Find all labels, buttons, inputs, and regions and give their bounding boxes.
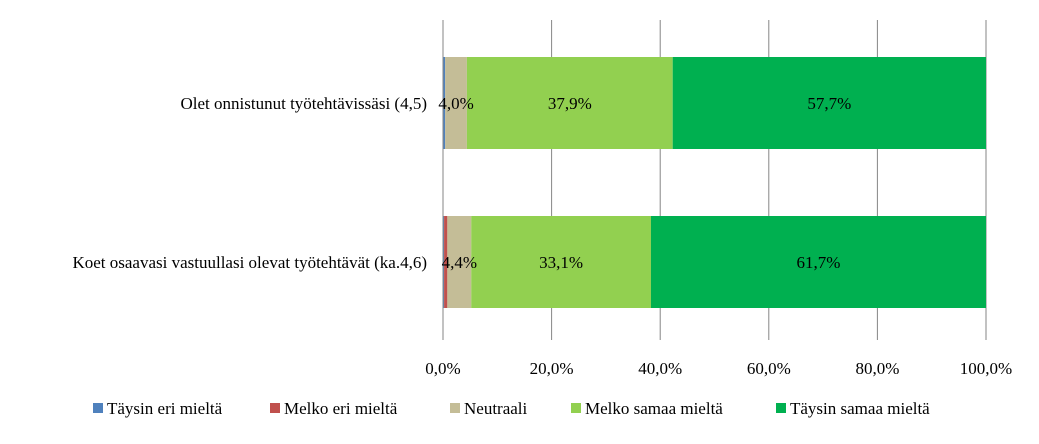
data-labels: 4,0% 37,9% 57,7% 4,4% 33,1% 61,7%	[438, 94, 851, 272]
bars: Olet onnistunut työtehtävissäsi (4,5) Koe…	[72, 57, 986, 308]
bar-segment	[471, 216, 651, 308]
bar-segment	[444, 216, 448, 308]
data-label: 33,1%	[539, 253, 583, 272]
category-label: Koet osaavasi vastuullasi olevat työteht…	[72, 253, 427, 272]
x-axis-ticks: 0,0% 20,0% 40,0% 60,0% 80,0% 100,0%	[425, 359, 1012, 378]
bar-segment	[466, 57, 673, 149]
data-label: 37,9%	[548, 94, 592, 113]
bar-segment	[445, 57, 467, 149]
data-label: 57,7%	[807, 94, 851, 113]
legend-swatch	[776, 403, 786, 413]
bar-segment	[672, 57, 986, 149]
bar-segment	[443, 216, 445, 308]
legend-swatch	[450, 403, 460, 413]
x-tick-label: 40,0%	[638, 359, 682, 378]
bar-segment	[447, 216, 472, 308]
bar-segment	[650, 216, 986, 308]
x-tick-label: 60,0%	[747, 359, 791, 378]
legend-label: Melko samaa mieltä	[585, 399, 723, 418]
legend-swatch	[571, 403, 581, 413]
legend-label: Täysin samaa mieltä	[790, 399, 930, 418]
bar-segment	[443, 57, 446, 149]
legend-label: Täysin eri mieltä	[107, 399, 223, 418]
x-tick-label: 100,0%	[960, 359, 1012, 378]
legend-label: Melko eri mieltä	[284, 399, 398, 418]
legend-swatch	[93, 403, 103, 413]
category-label: Olet onnistunut työtehtävissäsi (4,5)	[181, 94, 427, 113]
legend-label: Neutraali	[464, 399, 528, 418]
x-tick-label: 80,0%	[855, 359, 899, 378]
x-tick-label: 20,0%	[530, 359, 574, 378]
data-label: 4,4%	[442, 253, 477, 272]
data-label: 4,0%	[438, 94, 473, 113]
data-label: 61,7%	[797, 253, 841, 272]
legend: Täysin eri mieltä Melko eri mieltä Neutraa…	[93, 399, 930, 418]
x-tick-label: 0,0%	[425, 359, 460, 378]
legend-swatch	[270, 403, 280, 413]
